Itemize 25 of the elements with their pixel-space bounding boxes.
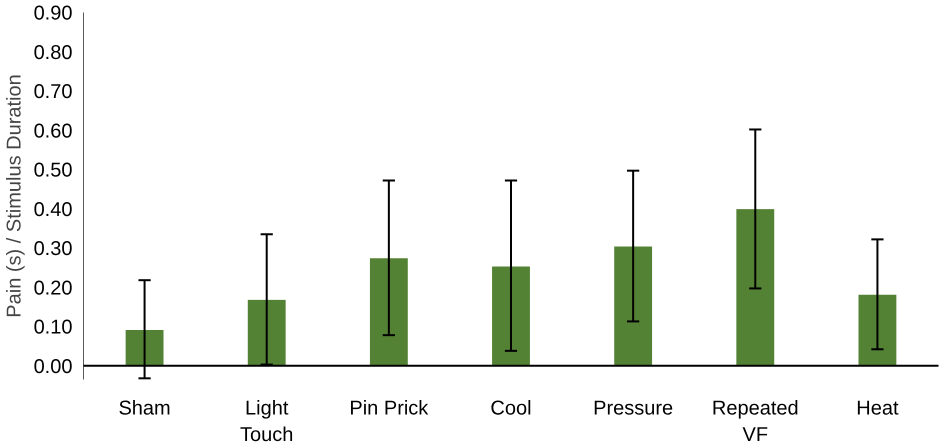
y-tick-label: 0.50 (34, 160, 73, 182)
x-tick-label: Light Touch (240, 398, 294, 446)
x-tick-label: Pressure (593, 398, 674, 420)
x-tick-label: Sham (118, 398, 171, 420)
y-tick-label: 0.10 (34, 316, 73, 339)
x-tick-label: Cool (490, 398, 532, 420)
y-axis-title: Pain (s) / Stimulus Duration (4, 74, 26, 318)
bar (614, 246, 652, 366)
bar (370, 258, 408, 366)
y-tick-label: 0.40 (34, 198, 73, 221)
x-tick-label: Pin Prick (349, 398, 430, 420)
bar (492, 266, 530, 366)
y-tick-label: 0.80 (34, 42, 73, 64)
y-tick-label: 0.20 (34, 277, 73, 300)
x-tick-label: Repeated VF (712, 398, 799, 446)
bar (248, 300, 286, 366)
y-tick-label: 0.00 (34, 356, 73, 378)
bar (736, 209, 774, 366)
y-tick-label: 0.60 (34, 120, 73, 142)
y-tick-label: 0.30 (34, 238, 73, 260)
y-tick-label: 0.90 (34, 2, 73, 24)
y-tick-label: 0.70 (34, 81, 73, 104)
bar (126, 330, 164, 366)
x-tick-label: Heat (856, 398, 899, 420)
bar (858, 294, 896, 366)
